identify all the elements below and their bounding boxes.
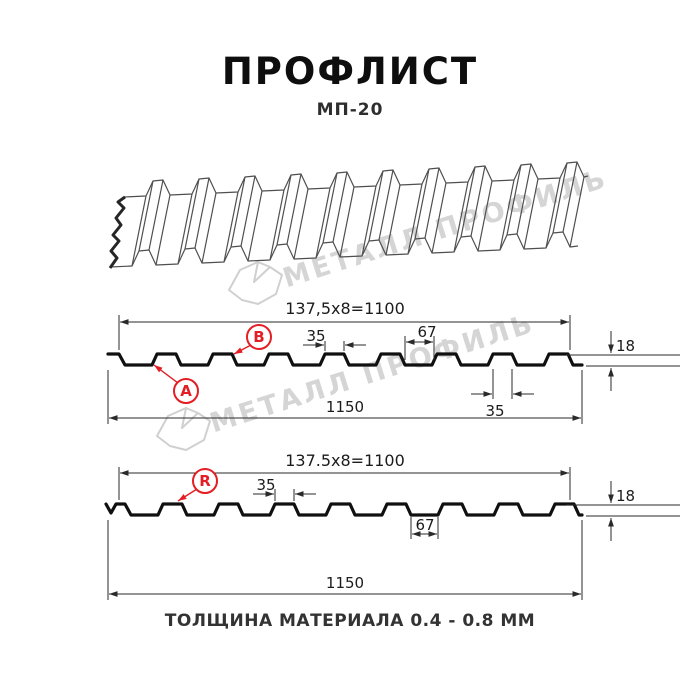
svg-text:18: 18 (616, 487, 635, 505)
rib-edge-line (201, 192, 217, 264)
rib-edge-line (247, 190, 263, 262)
rib-edge-line (315, 187, 331, 259)
rib-edge-line (194, 177, 210, 249)
page-title: ПРОФЛИСТ (221, 50, 479, 93)
rib-edge-line (499, 179, 515, 251)
rib-edge-line (470, 165, 486, 237)
rib-edge-line (552, 162, 568, 234)
rib-edge-line (339, 186, 355, 258)
rib-edge-line (368, 170, 384, 242)
rib-edge-line (506, 164, 522, 236)
rib-edge-line (378, 169, 394, 241)
dim-pitch-top: 137,5x8=1100 (118, 299, 571, 350)
svg-text:35: 35 (256, 476, 275, 494)
rib-edge-line (230, 176, 246, 248)
sheet-3d-view (108, 161, 589, 269)
svg-text:67: 67 (417, 323, 436, 341)
rib-edge-line (332, 171, 348, 243)
rib-edge-line (385, 184, 401, 256)
label-r-badge: R (177, 468, 218, 502)
svg-text:137.5x8=1100: 137.5x8=1100 (285, 451, 405, 470)
rib-edge-line (276, 174, 292, 246)
dim-rib-top: 35 (303, 327, 366, 351)
profile-model-label: МП-20 (316, 100, 384, 120)
svg-text:1150: 1150 (326, 398, 364, 416)
rib-edge-line (424, 167, 440, 239)
rib-edge-line (269, 189, 285, 261)
label-a-badge: А (153, 364, 199, 404)
rib-edge-line (569, 176, 585, 248)
rib-edge-line (177, 193, 193, 265)
brand-logo-icon (156, 407, 211, 451)
dim-rib-bottom: 35 (253, 476, 316, 501)
profile-section-top: 137,5x8=1100 1150 35 67 (106, 299, 680, 424)
rib-edge-line (562, 161, 578, 233)
dim-height-bottom: 18 (566, 481, 680, 541)
svg-text:137,5x8=1100: 137,5x8=1100 (285, 299, 405, 318)
rib-edge-line (460, 166, 476, 238)
rib-edge-line (523, 178, 539, 250)
svg-text:1150: 1150 (326, 574, 364, 592)
rib-edge-line (414, 168, 430, 240)
thickness-note: ТОЛЩИНА МАТЕРИАЛА 0.4 - 0.8 ММ (164, 611, 536, 631)
rib-edge-line (293, 188, 309, 260)
svg-text:67: 67 (415, 516, 434, 534)
rib-edge-line (516, 163, 532, 235)
rib-edge-line (361, 185, 377, 257)
dim-overall-bottom: 1150 (107, 520, 583, 600)
svg-text:35: 35 (485, 402, 504, 420)
rib-edge-line (131, 195, 147, 267)
profile-section-bottom: 137.5x8=1100 1150 35 67 (104, 451, 680, 600)
svg-text:R: R (199, 472, 211, 490)
rib-edge-line (148, 179, 164, 251)
dim-valley-bottom: 67 (410, 516, 439, 539)
svg-text:А: А (180, 382, 192, 400)
rib-edge-line (477, 180, 493, 252)
rib-edge-line (223, 191, 239, 263)
label-b-badge: В (233, 324, 272, 355)
dim-pitch-bottom: 137.5x8=1100 (118, 451, 571, 500)
rib-edge-line (431, 182, 447, 254)
rib-edge-line (453, 181, 469, 253)
svg-text:35: 35 (306, 327, 325, 345)
rib-edge-line (407, 183, 423, 255)
rib-edge-line (184, 178, 200, 250)
dim-rib-lower-top: 35 (471, 369, 534, 420)
dim-height-top: 18 (566, 331, 680, 391)
rib-edge-line (155, 194, 171, 266)
rib-edge-line (322, 172, 338, 244)
rib-edge-line (545, 177, 561, 249)
brand-logo-icon (228, 261, 283, 305)
dim-overall-top: 1150 (107, 370, 583, 424)
rib-edge-line (138, 180, 154, 252)
dim-valley-top: 67 (404, 323, 437, 360)
rib-edge-line (240, 175, 256, 247)
svg-text:18: 18 (616, 337, 635, 355)
svg-text:В: В (253, 328, 264, 346)
rib-edge-line (286, 173, 302, 245)
